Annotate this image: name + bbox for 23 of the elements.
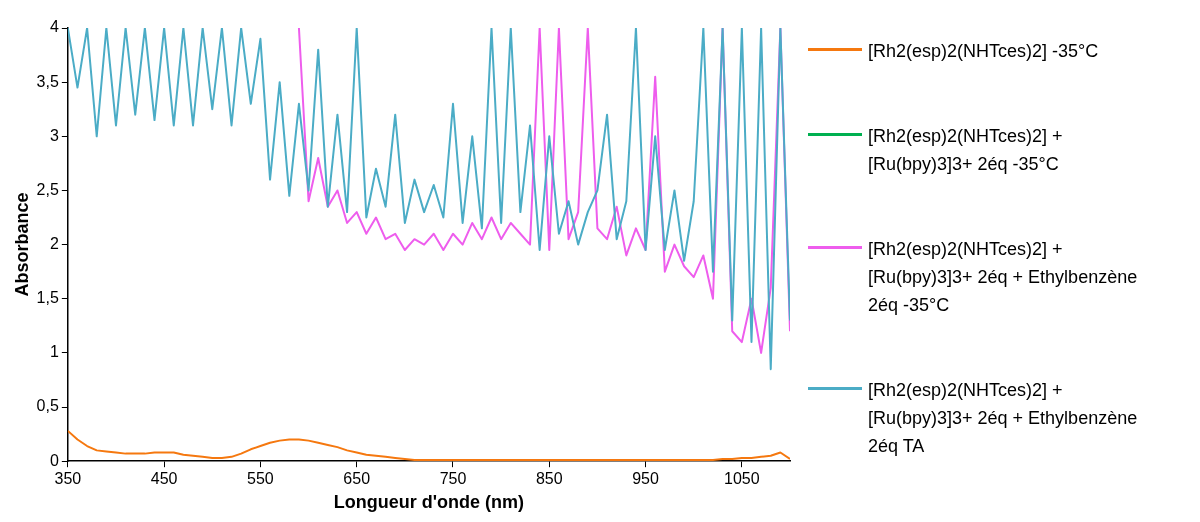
- x-tick-label: 750: [439, 470, 467, 488]
- x-tick-label: 950: [632, 470, 660, 488]
- x-tick-label: 450: [150, 470, 178, 488]
- y-tick-label: 2: [49, 235, 59, 253]
- y-tick-label: 3: [49, 126, 59, 144]
- legend-label: [Rh2(esp)2(NHTces)2] -35°C: [868, 39, 1100, 63]
- y-tick-label: 3,5: [36, 72, 59, 90]
- x-tick-label: 850: [535, 470, 563, 488]
- y-tick-label: 0,5: [36, 397, 59, 415]
- y-tick-label: 0: [49, 451, 59, 469]
- x-tick-label: 1050: [724, 470, 760, 488]
- x-axis-title: Longueur d'onde (nm): [333, 492, 525, 513]
- x-tick-label: 350: [54, 470, 82, 488]
- y-tick-label: 4: [49, 18, 59, 36]
- y-tick-label: 1: [49, 343, 59, 361]
- legend-label: [Rh2(esp)2(NHTces)2] + [Ru(bpy)3]3+ 2éq + Ethylbenzène 2éq TA: [868, 378, 1139, 458]
- x-tick-label: 550: [247, 470, 274, 488]
- legend-label: [Rh2(esp)2(NHTces)2] + [Ru(bpy)3]3+ 2éq + Ethylbenzène 2éq -35°C: [868, 237, 1139, 317]
- x-tick-label: 650: [343, 470, 371, 488]
- y-tick-label: 1,5: [36, 289, 59, 307]
- y-axis-title: Absorbance: [11, 192, 32, 297]
- legend-label: [Rh2(esp)2(NHTces)2] + [Ru(bpy)3]3+ 2éq -35°C: [868, 124, 1064, 176]
- y-tick-label: 2,5: [36, 180, 59, 198]
